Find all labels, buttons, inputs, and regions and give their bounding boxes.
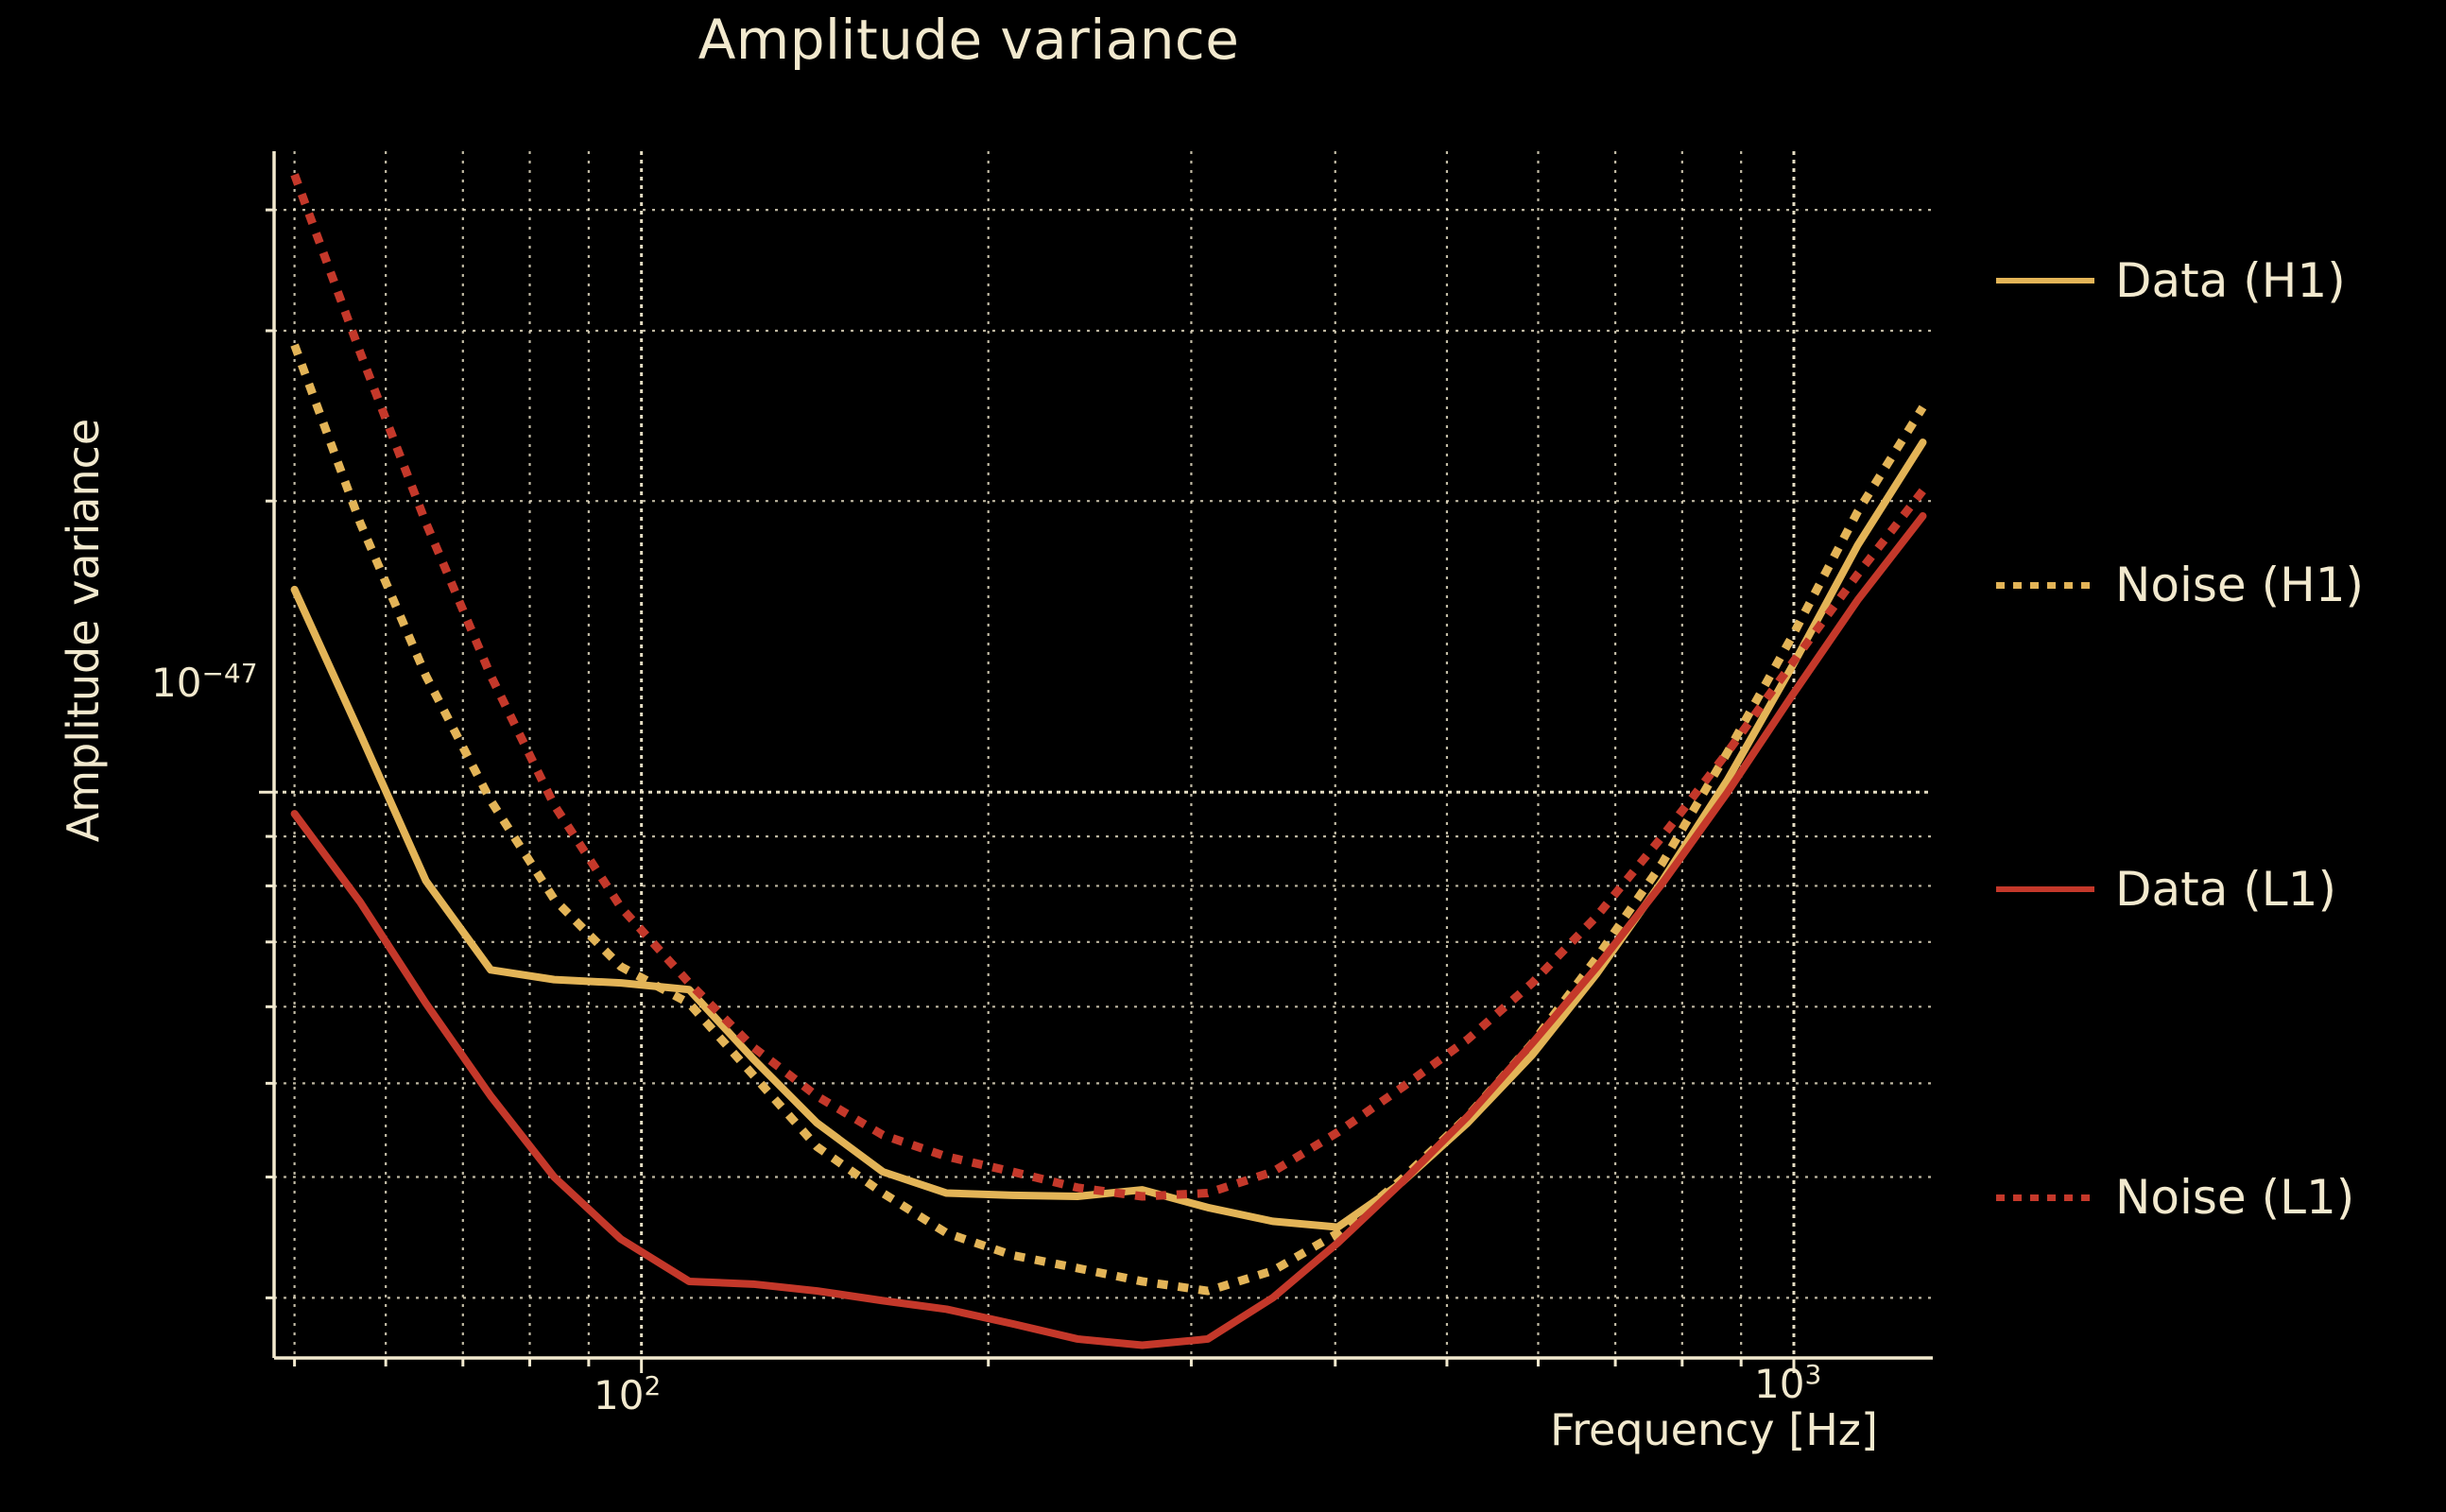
series-line-data-l1	[290, 512, 1927, 1349]
y-tick-mantissa: 10	[151, 660, 202, 706]
legend-swatch-noise-h1	[1996, 581, 2094, 589]
x-axis-tick-label-100: 102	[594, 1372, 661, 1418]
legend-swatch-data-h1	[1996, 278, 2094, 284]
x-tick-1-mantissa: 10	[594, 1372, 645, 1418]
legend-label-data-l1: Data (L1)	[2115, 862, 2336, 917]
page-title: Amplitude variance	[698, 8, 1240, 72]
legend-label-noise-h1: Noise (H1)	[2115, 558, 2365, 612]
series-line-noise-l1	[290, 173, 1927, 1201]
series-line-data-h1	[290, 438, 1927, 1231]
x-axis-tick-label-1000: 103	[1754, 1361, 1821, 1407]
legend-label-data-h1: Data (H1)	[2115, 253, 2346, 308]
legend-item-noise-h1[interactable]: Noise (H1)	[1996, 558, 2364, 612]
x-tick-2-mantissa: 10	[1754, 1361, 1805, 1407]
legend: Data (H1) Noise (H1) Data (L1) Noise (L1…	[1996, 0, 2446, 1512]
axis-spines	[259, 151, 1933, 1373]
legend-label-noise-l1: Noise (L1)	[2115, 1170, 2355, 1225]
data-series-layer	[290, 173, 1927, 1349]
x-axis-label: Frequency [Hz]	[1550, 1404, 1878, 1455]
y-axis-tick-label: 10−47	[151, 660, 258, 706]
legend-item-noise-l1[interactable]: Noise (L1)	[1996, 1170, 2354, 1225]
grid-major	[274, 151, 1933, 1358]
legend-swatch-noise-l1	[1996, 1194, 2094, 1201]
legend-swatch-data-l1	[1996, 886, 2094, 892]
legend-item-data-l1[interactable]: Data (L1)	[1996, 862, 2336, 917]
y-tick-exponent: −47	[201, 658, 258, 689]
x-tick-2-exponent: 3	[1804, 1359, 1822, 1390]
legend-item-data-h1[interactable]: Data (H1)	[1996, 253, 2346, 308]
series-line-noise-h1	[290, 343, 1927, 1296]
x-tick-1-exponent: 2	[644, 1370, 662, 1401]
